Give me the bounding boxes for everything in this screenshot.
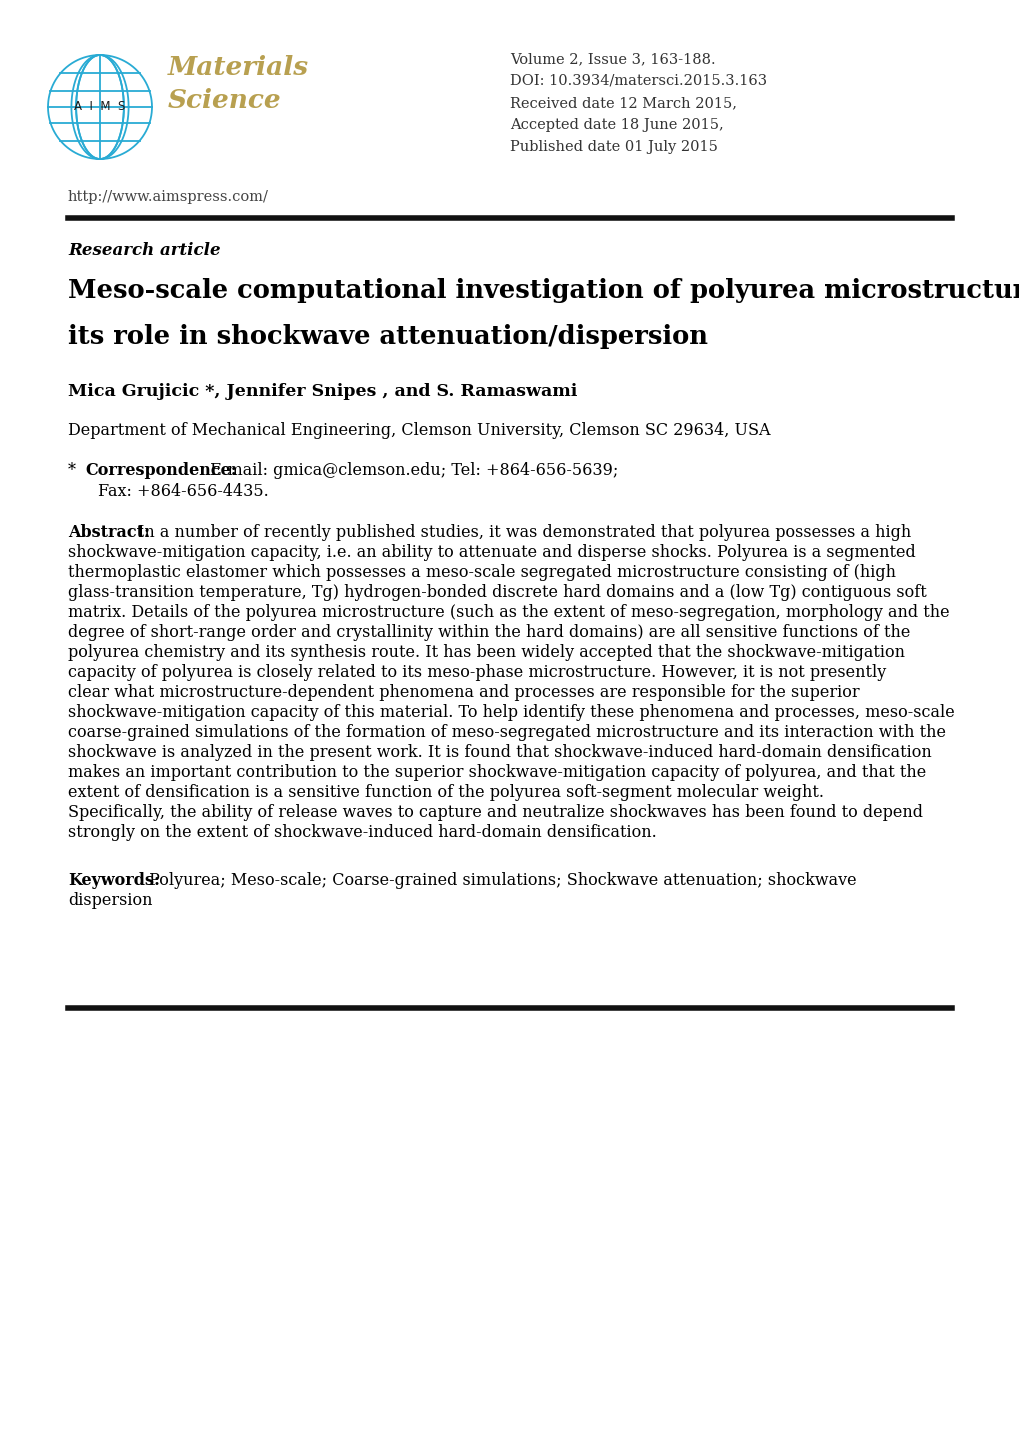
Text: E-mail: gmica@clemson.edu; Tel: +864-656-5639;: E-mail: gmica@clemson.edu; Tel: +864-656…: [205, 461, 618, 479]
Text: In a number of recently published studies, it was demonstrated that polyurea pos: In a number of recently published studie…: [138, 523, 910, 541]
Text: Materials: Materials: [168, 55, 309, 79]
Text: clear what microstructure-dependent phenomena and processes are responsible for : clear what microstructure-dependent phen…: [68, 684, 859, 701]
Text: Volume 2, Issue 3, 163-188.: Volume 2, Issue 3, 163-188.: [510, 52, 715, 66]
Text: shockwave is analyzed in the present work. It is found that shockwave-induced ha: shockwave is analyzed in the present wor…: [68, 744, 930, 761]
Text: shockwave-mitigation capacity of this material. To help identify these phenomena: shockwave-mitigation capacity of this ma…: [68, 704, 954, 721]
Text: Received date 12 March 2015,: Received date 12 March 2015,: [510, 97, 737, 110]
Text: Specifically, the ability of release waves to capture and neutralize shockwaves : Specifically, the ability of release wav…: [68, 805, 922, 820]
Text: thermoplastic elastomer which possesses a meso-scale segregated microstructure c: thermoplastic elastomer which possesses …: [68, 564, 895, 581]
Text: degree of short-range order and crystallinity within the hard domains) are all s: degree of short-range order and crystall…: [68, 624, 910, 642]
Text: polyurea chemistry and its synthesis route. It has been widely accepted that the: polyurea chemistry and its synthesis rou…: [68, 645, 904, 660]
Text: Published date 01 July 2015: Published date 01 July 2015: [510, 140, 717, 154]
Text: Correspondence:: Correspondence:: [85, 461, 236, 479]
Text: glass-transition temperature, Tg) hydrogen-bonded discrete hard domains and a (l: glass-transition temperature, Tg) hydrog…: [68, 584, 926, 601]
Text: Polyurea; Meso-scale; Coarse-grained simulations; Shockwave attenuation; shockwa: Polyurea; Meso-scale; Coarse-grained sim…: [144, 872, 856, 890]
Text: extent of densification is a sensitive function of the polyurea soft-segment mol: extent of densification is a sensitive f…: [68, 784, 823, 800]
Text: A  I  M  S: A I M S: [74, 101, 125, 114]
Text: shockwave-mitigation capacity, i.e. an ability to attenuate and disperse shocks.: shockwave-mitigation capacity, i.e. an a…: [68, 544, 915, 561]
Text: DOI: 10.3934/matersci.2015.3.163: DOI: 10.3934/matersci.2015.3.163: [510, 74, 766, 88]
Text: Meso-scale computational investigation of polyurea microstructure and: Meso-scale computational investigation o…: [68, 278, 1019, 303]
Text: Mica Grujicic *, Jennifer Snipes , and S. Ramaswami: Mica Grujicic *, Jennifer Snipes , and S…: [68, 384, 577, 399]
Text: Fax: +864-656-4435.: Fax: +864-656-4435.: [98, 483, 268, 500]
Text: *: *: [68, 461, 76, 479]
Text: its role in shockwave attenuation/dispersion: its role in shockwave attenuation/disper…: [68, 324, 707, 349]
Text: coarse-grained simulations of the formation of meso-segregated microstructure an: coarse-grained simulations of the format…: [68, 724, 945, 741]
Text: Science: Science: [168, 88, 281, 112]
Text: dispersion: dispersion: [68, 893, 153, 908]
Text: Abstract:: Abstract:: [68, 523, 150, 541]
Text: matrix. Details of the polyurea microstructure (such as the extent of meso-segre: matrix. Details of the polyurea microstr…: [68, 604, 949, 622]
Text: makes an important contribution to the superior shockwave-mitigation capacity of: makes an important contribution to the s…: [68, 764, 925, 782]
Text: Accepted date 18 June 2015,: Accepted date 18 June 2015,: [510, 118, 723, 133]
Text: strongly on the extent of shockwave-induced hard-domain densification.: strongly on the extent of shockwave-indu…: [68, 823, 656, 841]
Text: Department of Mechanical Engineering, Clemson University, Clemson SC 29634, USA: Department of Mechanical Engineering, Cl…: [68, 423, 769, 438]
Text: Keywords:: Keywords:: [68, 872, 160, 890]
Text: http://www.aimspress.com/: http://www.aimspress.com/: [68, 190, 269, 203]
Text: capacity of polyurea is closely related to its meso-phase microstructure. Howeve: capacity of polyurea is closely related …: [68, 663, 886, 681]
Text: Research article: Research article: [68, 242, 220, 260]
